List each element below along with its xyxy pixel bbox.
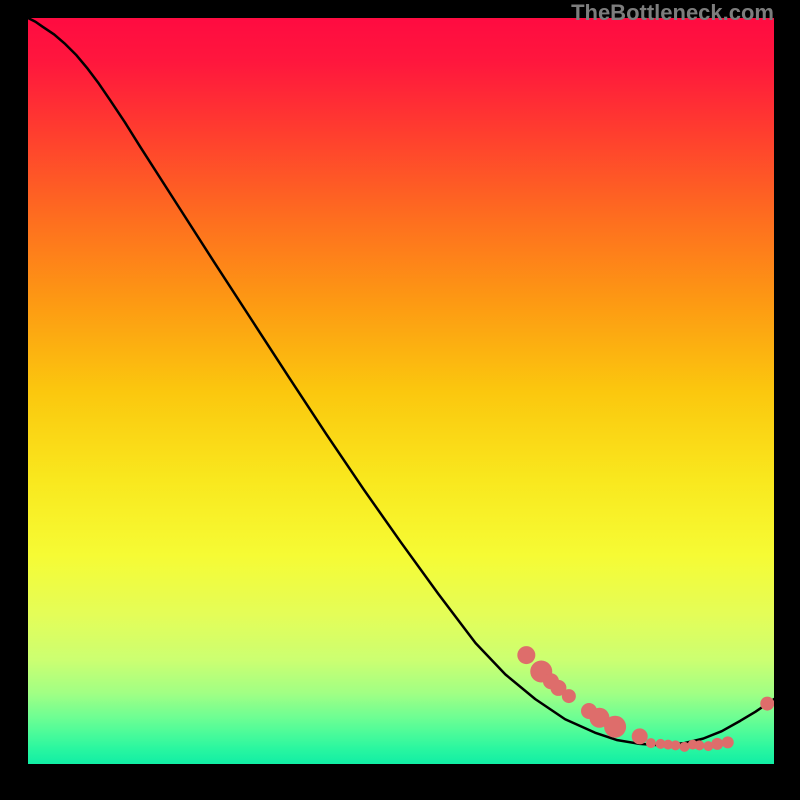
data-marker	[632, 728, 648, 744]
data-marker	[722, 736, 734, 748]
data-marker	[604, 716, 626, 738]
data-marker	[562, 689, 576, 703]
data-marker	[711, 738, 723, 750]
chart-container: TheBottleneck.com	[0, 0, 800, 800]
chart-background	[28, 18, 774, 764]
data-marker	[760, 697, 774, 711]
data-marker	[517, 646, 535, 664]
data-marker	[671, 740, 681, 750]
data-marker	[646, 738, 656, 748]
bottleneck-chart	[28, 18, 774, 764]
data-marker	[694, 740, 704, 750]
